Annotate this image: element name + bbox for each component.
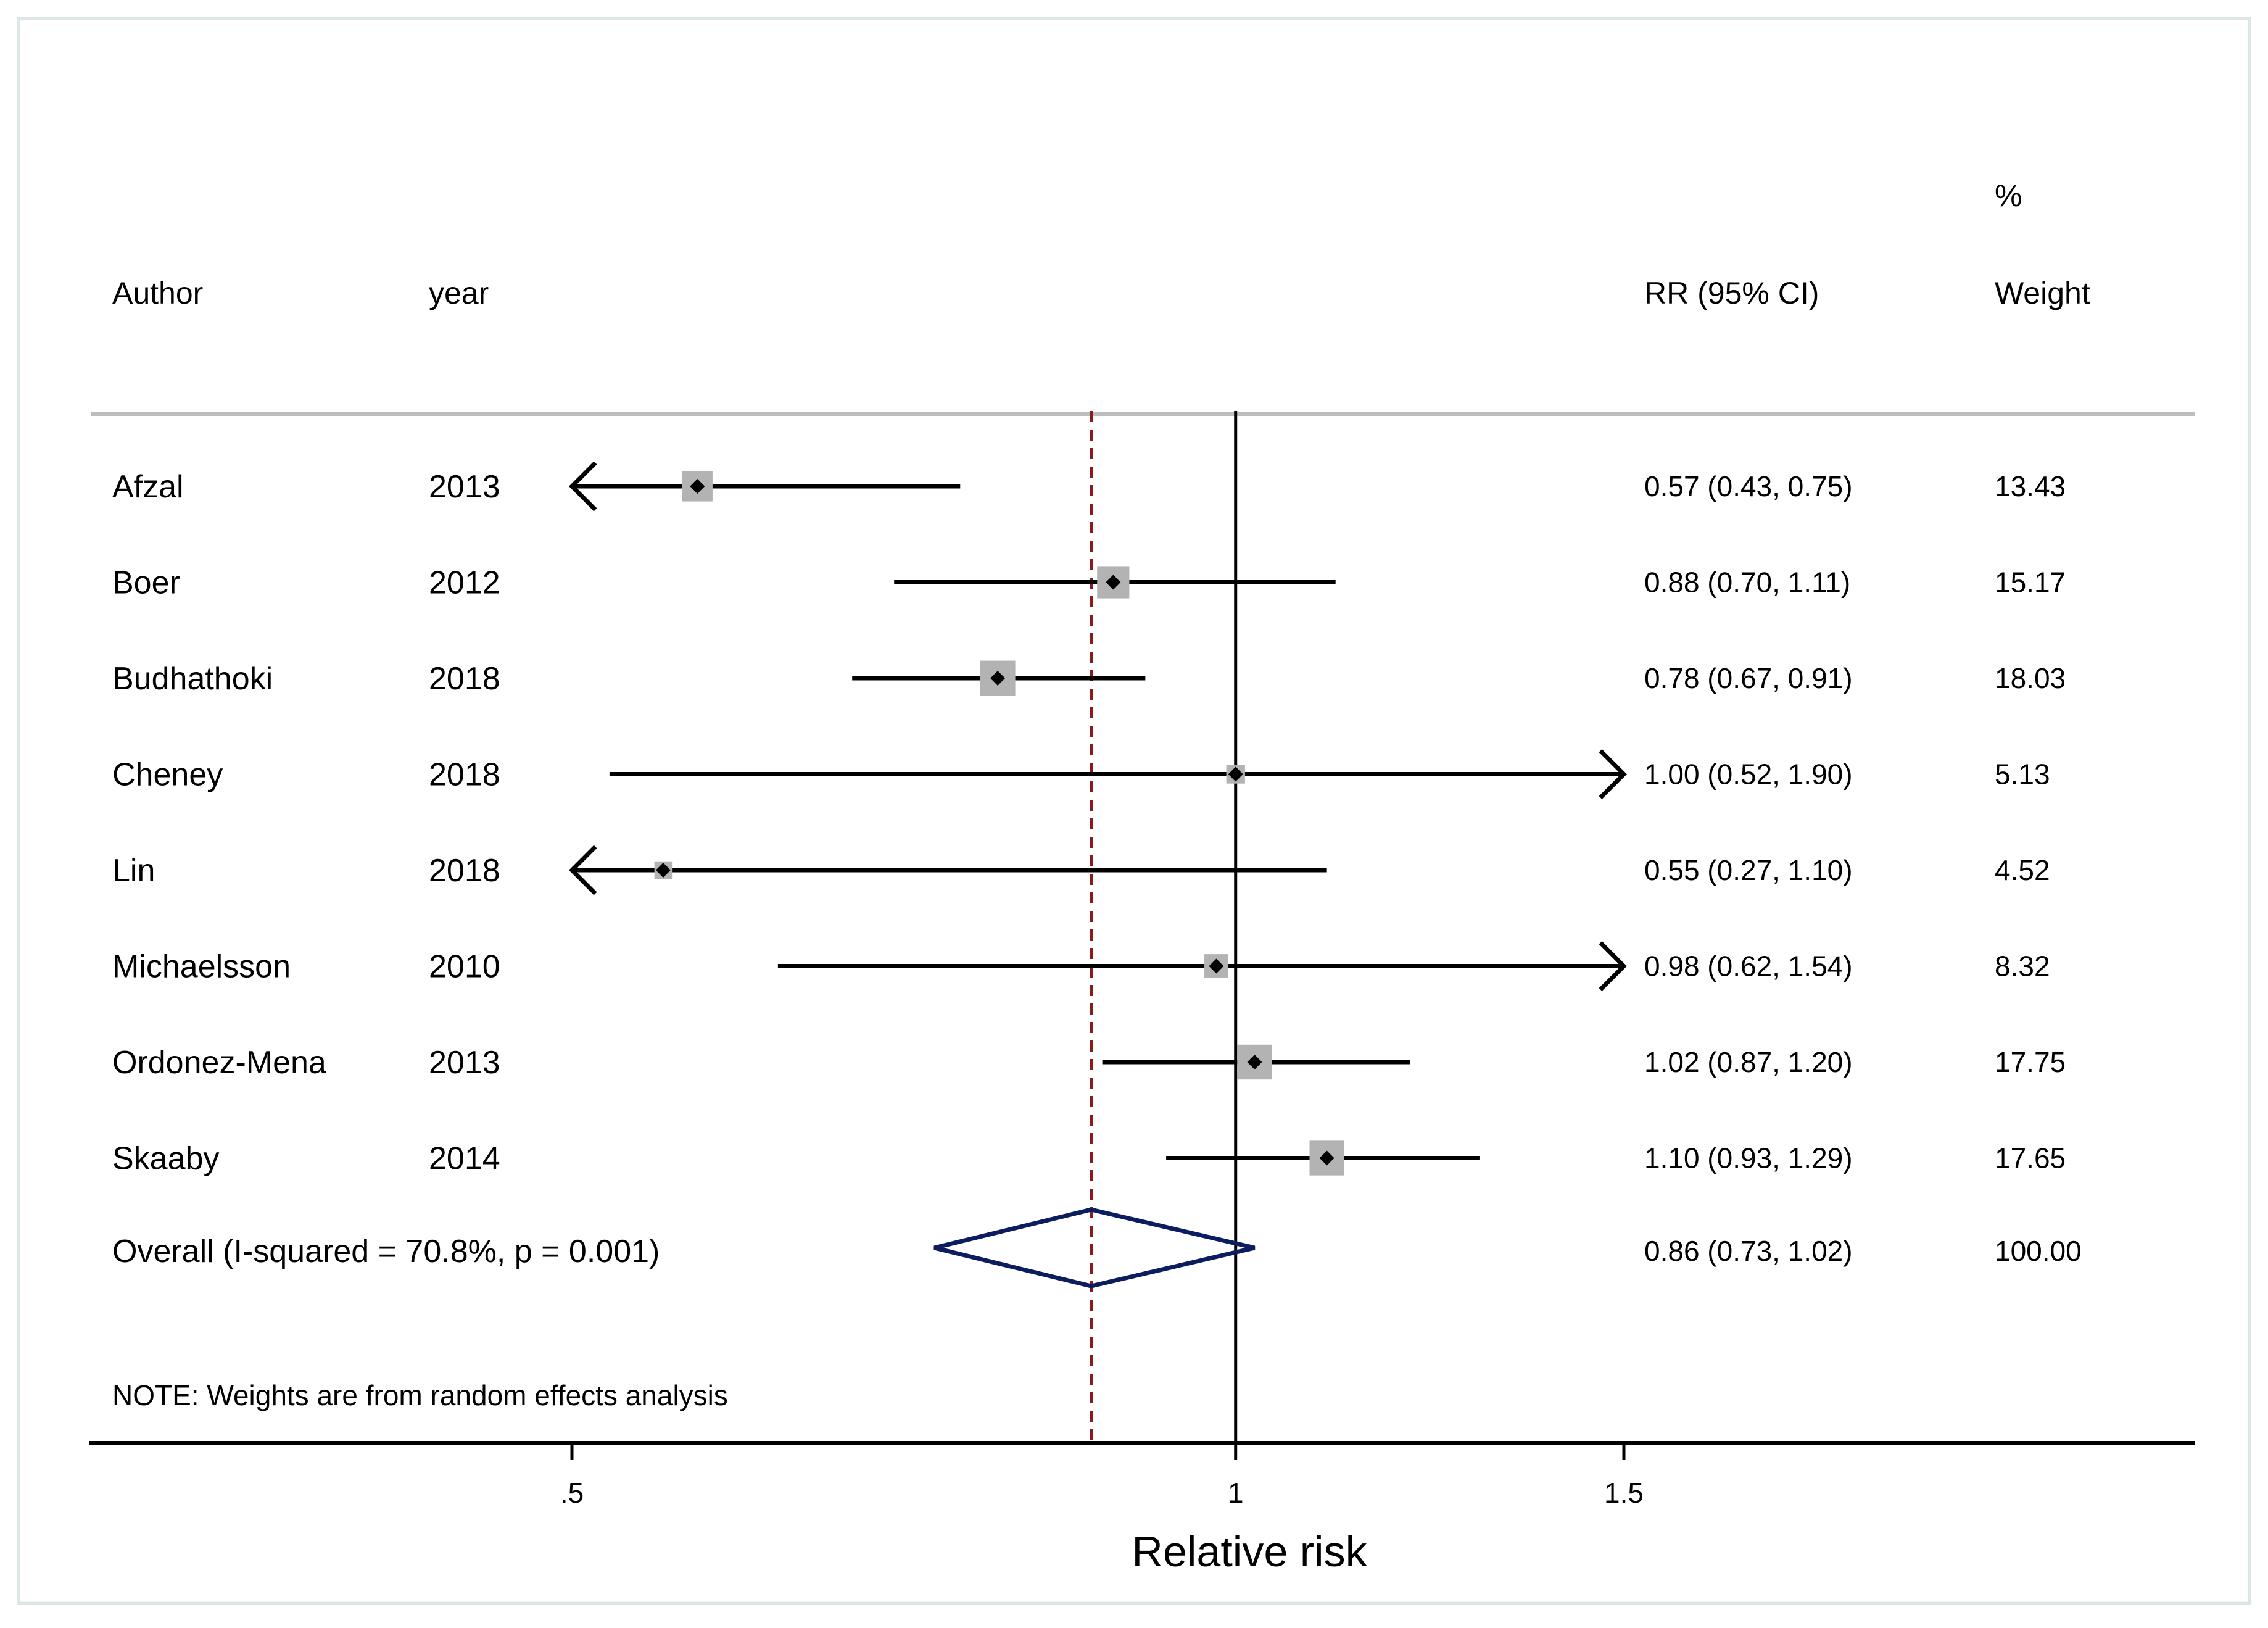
study-ci-text: 1.00 (0.52, 1.90) bbox=[1644, 758, 1853, 791]
study-weight-text: 4.52 bbox=[1995, 854, 2050, 886]
study-year: 2014 bbox=[429, 1141, 500, 1177]
point-estimate bbox=[1106, 575, 1121, 590]
study-author: Boer bbox=[112, 565, 180, 601]
ci-arrow-right bbox=[1599, 749, 1627, 799]
study-weight-text: 8.32 bbox=[1995, 950, 2050, 982]
note-text: NOTE: Weights are from random effects an… bbox=[112, 1379, 728, 1411]
study-weight-text: 5.13 bbox=[1995, 758, 2050, 791]
study-author: Lin bbox=[112, 853, 155, 889]
x-tick-label: 1.5 bbox=[1604, 1477, 1644, 1509]
study-rows: Afzal 2013 0.57 (0.43, 0.75) 13.43 Boer 2012 0… bbox=[112, 461, 2066, 1177]
study-row: Afzal 2013 0.57 (0.43, 0.75) 13.43 bbox=[112, 461, 2066, 512]
study-row: Cheney 2018 1.00 (0.52, 1.90) 5.13 bbox=[112, 749, 2050, 799]
point-estimate bbox=[655, 863, 671, 878]
study-row: Skaaby 2014 1.10 (0.93, 1.29) 17.65 bbox=[112, 1140, 2066, 1177]
point-estimate bbox=[1319, 1150, 1335, 1166]
header-weight-percent: % bbox=[1995, 178, 2022, 213]
study-author: Skaaby bbox=[112, 1141, 219, 1177]
study-weight-text: 17.75 bbox=[1995, 1046, 2066, 1078]
ci-arrow-left bbox=[569, 461, 597, 512]
study-ci-text: 1.02 (0.87, 1.20) bbox=[1644, 1046, 1853, 1078]
study-author: Budhathoki bbox=[112, 661, 273, 697]
outer-frame bbox=[17, 17, 2251, 1605]
study-ci-text: 0.55 (0.27, 1.10) bbox=[1644, 854, 1853, 886]
overall-label: Overall (I-squared = 70.8%, p = 0.001) bbox=[112, 1234, 660, 1269]
x-tick-label: .5 bbox=[560, 1477, 584, 1509]
study-year: 2018 bbox=[429, 757, 500, 793]
study-ci-text: 1.10 (0.93, 1.29) bbox=[1644, 1142, 1853, 1174]
overall-ci-text: 0.86 (0.73, 1.02) bbox=[1644, 1235, 1853, 1267]
x-tick-label: 1 bbox=[1228, 1477, 1244, 1509]
ci-arrow-right bbox=[1599, 941, 1627, 991]
header-weight: Weight bbox=[1995, 276, 2090, 310]
study-row: Michaelsson 2010 0.98 (0.62, 1.54) 8.32 bbox=[112, 941, 2050, 991]
study-weight-text: 15.17 bbox=[1995, 567, 2066, 599]
point-estimate bbox=[1247, 1055, 1262, 1069]
x-axis-ticks: .5 1 1.5 bbox=[560, 1443, 1644, 1509]
study-ci-text: 0.88 (0.70, 1.11) bbox=[1644, 567, 1850, 599]
study-year: 2010 bbox=[429, 949, 500, 985]
study-weight-text: 17.65 bbox=[1995, 1142, 2066, 1174]
study-row: Budhathoki 2018 0.78 (0.67, 0.91) 18.03 bbox=[112, 660, 2066, 697]
header-year: year bbox=[429, 276, 489, 310]
point-estimate bbox=[990, 671, 1006, 686]
overall-diamond bbox=[933, 1207, 1256, 1289]
point-estimate bbox=[1228, 766, 1243, 782]
study-row: Lin 2018 0.55 (0.27, 1.10) 4.52 bbox=[112, 845, 2050, 895]
study-year: 2012 bbox=[429, 565, 500, 601]
study-weight-text: 18.03 bbox=[1995, 662, 2066, 694]
study-row: Boer 2012 0.88 (0.70, 1.11) 15.17 bbox=[112, 565, 2066, 601]
study-year: 2013 bbox=[429, 469, 500, 505]
study-year: 2018 bbox=[429, 661, 500, 697]
x-axis-label: Relative risk bbox=[1132, 1527, 1367, 1576]
study-year: 2013 bbox=[429, 1045, 500, 1081]
ci-arrow-left bbox=[569, 845, 597, 895]
study-year: 2018 bbox=[429, 853, 500, 889]
point-estimate bbox=[690, 479, 705, 494]
header-rr: RR (95% CI) bbox=[1644, 276, 1819, 310]
study-row: Ordonez-Mena 2013 1.02 (0.87, 1.20) 17.75 bbox=[112, 1044, 2066, 1081]
point-estimate bbox=[1209, 958, 1224, 974]
study-author: Ordonez-Mena bbox=[112, 1045, 326, 1081]
study-ci-text: 0.78 (0.67, 0.91) bbox=[1644, 662, 1853, 694]
study-author: Afzal bbox=[112, 469, 184, 505]
study-ci-text: 0.98 (0.62, 1.54) bbox=[1644, 950, 1853, 982]
overall-weight-text: 100.00 bbox=[1995, 1235, 2082, 1267]
study-author: Michaelsson bbox=[112, 949, 291, 985]
study-weight-text: 13.43 bbox=[1995, 470, 2066, 502]
header-author: Author bbox=[112, 276, 203, 310]
study-author: Cheney bbox=[112, 757, 223, 793]
study-ci-text: 0.57 (0.43, 0.75) bbox=[1644, 470, 1853, 502]
